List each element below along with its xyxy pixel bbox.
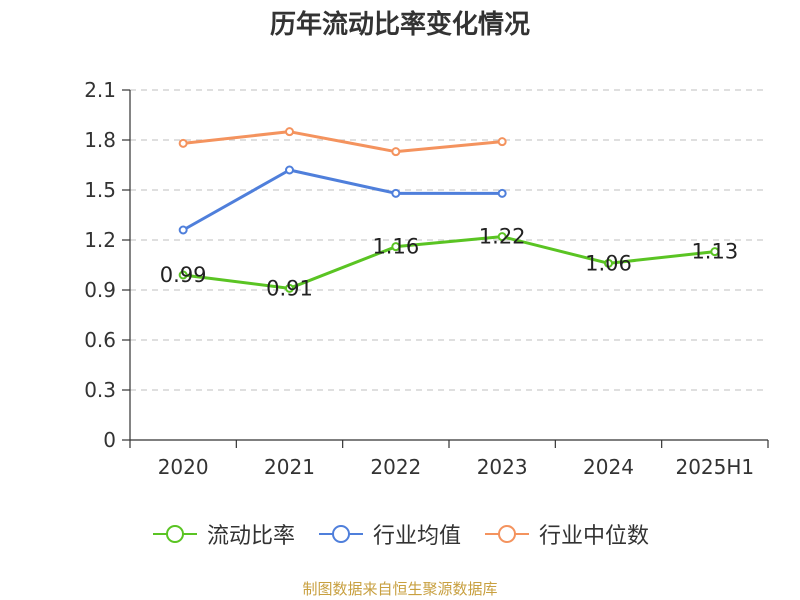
axis-layer: 0 0.3 0.6 0.9 1.2 1.5 1.8 2.1 2020 2021 2022 2023 20… bbox=[84, 78, 769, 479]
legend-label: 行业均值 bbox=[372, 524, 461, 549]
chart-title: 历年流动比率变化情况 bbox=[269, 10, 530, 40]
x-tick-label: 2021 bbox=[264, 455, 315, 479]
data-point bbox=[391, 147, 401, 157]
legend-label: 流动比率 bbox=[206, 524, 295, 549]
legend: 流动比率 行业均值 行业中位数 bbox=[0, 518, 800, 550]
data-label: 0.91 bbox=[266, 276, 313, 300]
data-label: 1.22 bbox=[479, 225, 526, 249]
data-point bbox=[710, 247, 720, 257]
y-tick-label: 0.3 bbox=[84, 378, 116, 402]
data-point bbox=[604, 258, 613, 268]
data-point bbox=[178, 270, 188, 280]
data-point bbox=[285, 127, 294, 137]
legend-label: 行业中位数 bbox=[539, 524, 650, 549]
y-tick-label: 1.8 bbox=[84, 128, 116, 152]
y-tick-label: 2.1 bbox=[84, 78, 116, 102]
data-label: 0.99 bbox=[160, 263, 207, 287]
data-label: 1.06 bbox=[585, 251, 632, 275]
y-tick-label: 1.5 bbox=[84, 178, 116, 202]
series-line-3 bbox=[183, 130, 503, 154]
source-note: 制图数据来自恒生聚源数据库 bbox=[302, 580, 498, 598]
x-tick-label: 2025H1 bbox=[675, 455, 754, 479]
data-point bbox=[497, 137, 507, 147]
data-point bbox=[497, 232, 507, 242]
data-point bbox=[285, 165, 294, 175]
y-tick-label: 1.2 bbox=[84, 228, 116, 252]
x-tick-label: 2024 bbox=[583, 455, 634, 479]
y-tick-label: 0.9 bbox=[84, 278, 116, 302]
x-tick-label: 2022 bbox=[370, 455, 421, 479]
y-tick-label: 0 bbox=[103, 428, 116, 452]
data-point bbox=[178, 225, 188, 235]
series-line-1 bbox=[182, 235, 715, 290]
data-point bbox=[391, 188, 401, 198]
grid-layer bbox=[130, 89, 768, 391]
data-label: 1.13 bbox=[691, 240, 738, 264]
data-point bbox=[391, 242, 401, 252]
data-point bbox=[285, 283, 294, 293]
data-label-layer: 0.99 0.91 1.16 1.22 1.06 1.13 bbox=[160, 225, 738, 301]
legend-item-1[interactable]: 流动比率 bbox=[151, 518, 295, 550]
legend-item-2[interactable]: 行业均值 bbox=[317, 518, 461, 550]
x-tick-label: 2020 bbox=[158, 455, 209, 479]
data-label: 1.16 bbox=[372, 235, 419, 259]
legend-marker bbox=[318, 525, 363, 543]
legend-marker bbox=[152, 525, 197, 543]
legend-item-3[interactable]: 行业中位数 bbox=[483, 518, 649, 550]
y-tick-label: 0.6 bbox=[84, 328, 116, 352]
data-point bbox=[497, 188, 507, 198]
x-tick-label: 2023 bbox=[477, 455, 528, 479]
series-line-2 bbox=[182, 168, 503, 232]
series-layer bbox=[178, 127, 720, 293]
legend-marker bbox=[485, 525, 529, 543]
data-point bbox=[178, 138, 188, 148]
